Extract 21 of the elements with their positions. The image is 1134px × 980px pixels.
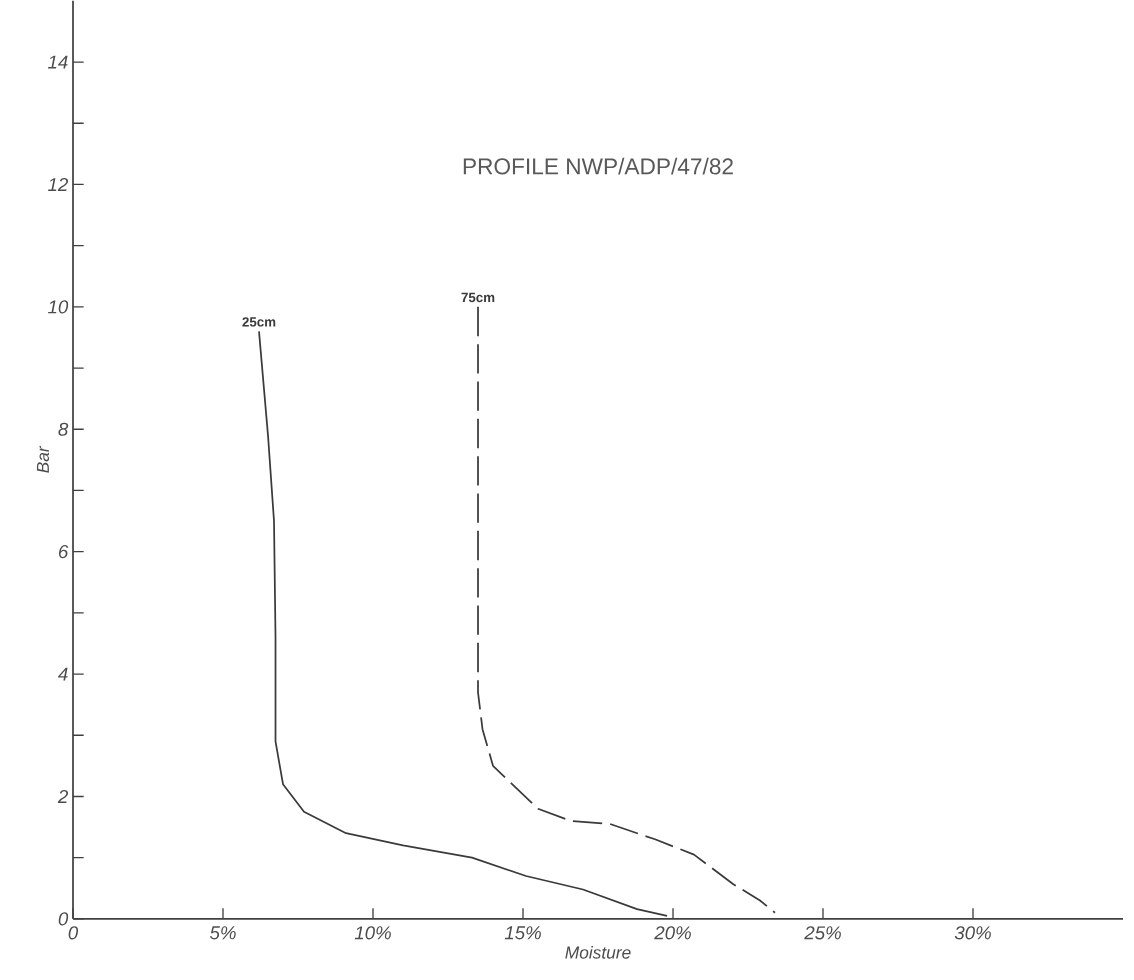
text: PROFILE NWP/ADP/47/82: [463, 157, 733, 175]
x-tick-label: 20%: [654, 926, 691, 940]
x-tick-label: 0: [68, 926, 79, 940]
y-tick-label: 8: [58, 422, 69, 436]
series-label: 75cm: [461, 292, 495, 303]
x-tick-label: 25%: [804, 926, 841, 940]
y-tick-label: 4: [58, 667, 68, 681]
y-tick-label: 10: [48, 300, 69, 314]
y-axis-title: Bar: [36, 445, 50, 473]
y-tick-label: 12: [48, 177, 69, 192]
y-tick-label: 6: [58, 545, 69, 559]
y-tick-label: 14: [48, 55, 68, 69]
y-tick-label: 2: [57, 789, 69, 804]
x-tick-label: 10%: [354, 926, 391, 940]
x-tick-label: 15%: [504, 926, 541, 940]
x-tick-label: 30%: [954, 926, 991, 940]
y-tick-label: 0: [58, 912, 69, 926]
x-axis-title: Moisture: [565, 946, 631, 959]
line-series: [477, 306, 776, 914]
series-label: 25cm: [242, 317, 276, 327]
x-tick-label: 5%: [209, 926, 236, 940]
